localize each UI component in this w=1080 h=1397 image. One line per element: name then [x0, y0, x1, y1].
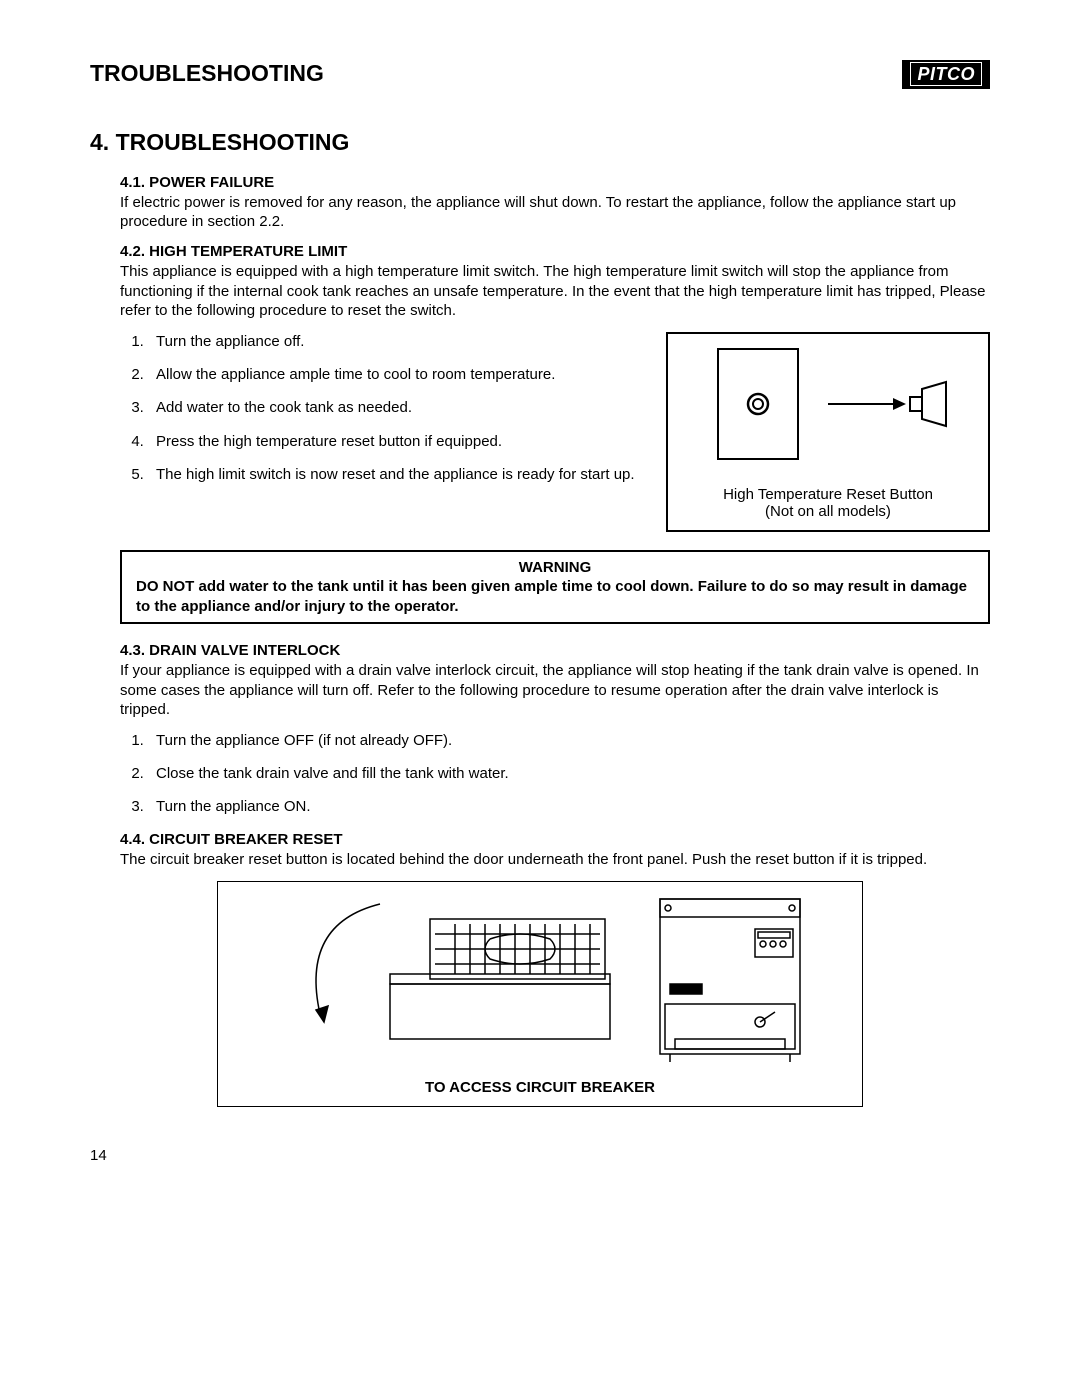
- brand-logo-text: PITCO: [910, 62, 982, 86]
- step-4-2-5: The high limit switch is now reset and t…: [148, 465, 646, 484]
- page: TROUBLESHOOTING PITCO 4. TROUBLESHOOTING…: [0, 0, 1080, 1204]
- circuit-breaker-icon: [260, 894, 820, 1064]
- steps-4-2: Turn the appliance off. Allow the applia…: [120, 332, 646, 498]
- circuit-breaker-caption: TO ACCESS CIRCUIT BREAKER: [230, 1079, 850, 1096]
- page-header: TROUBLESHOOTING PITCO: [90, 60, 990, 89]
- circuit-breaker-figure: TO ACCESS CIRCUIT BREAKER: [217, 881, 863, 1107]
- heading-4-2: 4.2. HIGH TEMPERATURE LIMIT: [120, 243, 990, 260]
- diagram-caption-line1: High Temperature Reset Button: [678, 486, 978, 503]
- step-4-2-4: Press the high temperature reset button …: [148, 432, 646, 451]
- running-title: TROUBLESHOOTING: [90, 60, 324, 87]
- step-4-3-3: Turn the appliance ON.: [148, 797, 990, 816]
- heading-4-4: 4.4. CIRCUIT BREAKER RESET: [120, 831, 990, 848]
- reset-button-diagram: High Temperature Reset Button (Not on al…: [666, 332, 990, 532]
- step-4-3-1: Turn the appliance OFF (if not already O…: [148, 731, 990, 750]
- brand-logo: PITCO: [902, 60, 990, 89]
- warning-body: DO NOT add water to the tank until it ha…: [136, 577, 974, 616]
- section-title-text: TROUBLESHOOTING: [116, 129, 350, 155]
- section-4-4: 4.4. CIRCUIT BREAKER RESET The circuit b…: [120, 831, 990, 869]
- step-4-2-2: Allow the appliance ample time to cool t…: [148, 365, 646, 384]
- section-heading: 4. TROUBLESHOOTING: [90, 129, 990, 156]
- section-4-2: 4.2. HIGH TEMPERATURE LIMIT This applian…: [120, 243, 990, 532]
- warning-box: WARNING DO NOT add water to the tank unt…: [120, 550, 990, 625]
- body-4-4: The circuit breaker reset button is loca…: [120, 850, 990, 869]
- body-4-3: If your appliance is equipped with a dra…: [120, 661, 990, 719]
- section-number: 4.: [90, 129, 109, 155]
- section-4-3: 4.3. DRAIN VALVE INTERLOCK If your appli…: [120, 642, 990, 816]
- body-4-2: This appliance is equipped with a high t…: [120, 262, 990, 320]
- step-4-3-2: Close the tank drain valve and fill the …: [148, 764, 990, 783]
- heading-4-1: 4.1. POWER FAILURE: [120, 174, 990, 191]
- warning-title: WARNING: [136, 558, 974, 578]
- section-4-1: 4.1. POWER FAILURE If electric power is …: [120, 174, 990, 231]
- reset-button-icon: [698, 344, 958, 474]
- step-4-2-1: Turn the appliance off.: [148, 332, 646, 351]
- heading-4-3: 4.3. DRAIN VALVE INTERLOCK: [120, 642, 990, 659]
- body-4-1: If electric power is removed for any rea…: [120, 193, 990, 231]
- step-4-2-3: Add water to the cook tank as needed.: [148, 398, 646, 417]
- page-number: 14: [90, 1147, 990, 1164]
- steps-and-diagram: Turn the appliance off. Allow the applia…: [120, 332, 990, 532]
- diagram-caption-line2: (Not on all models): [678, 503, 978, 520]
